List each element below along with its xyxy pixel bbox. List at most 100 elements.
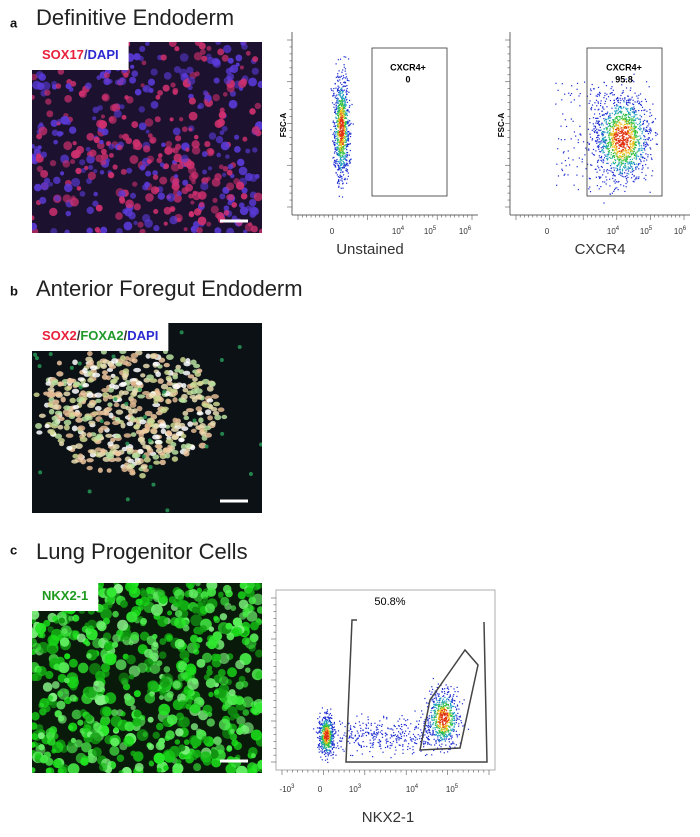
event-dot [618, 132, 619, 133]
event-dot [627, 145, 628, 146]
event-dot [635, 167, 636, 168]
cell [123, 736, 134, 747]
event-dot [630, 140, 631, 141]
event-dot [324, 722, 325, 723]
event-dot [610, 88, 611, 89]
event-dot [338, 186, 339, 187]
cell [60, 171, 64, 175]
event-dot [330, 740, 331, 741]
event-dot [338, 117, 339, 118]
event-dot [613, 174, 614, 175]
cell [113, 397, 117, 401]
event-dot [336, 100, 337, 101]
event-dot [323, 726, 324, 727]
event-dot [593, 126, 594, 127]
event-dot [632, 109, 633, 110]
cell [92, 638, 102, 648]
cell [101, 115, 105, 119]
event-dot [625, 183, 626, 184]
event-dot [325, 718, 326, 719]
event-dot [337, 153, 338, 154]
cell [108, 143, 114, 149]
event-dot [615, 121, 616, 122]
event-dot [649, 147, 650, 148]
cell [207, 640, 217, 650]
event-dot [562, 83, 563, 84]
event-dot [327, 717, 328, 718]
event-dot [628, 173, 629, 174]
event-dot [335, 128, 336, 129]
event-dot [605, 113, 606, 114]
cell [174, 368, 180, 372]
cell [173, 178, 180, 185]
cell [140, 373, 145, 377]
event-dot [338, 127, 339, 128]
event-dot [629, 137, 630, 138]
event-dot [638, 128, 639, 129]
cell [121, 169, 127, 175]
cell [229, 100, 238, 109]
cell [230, 715, 235, 720]
event-dot [633, 139, 634, 140]
event-dot [334, 138, 335, 139]
cell [134, 690, 141, 697]
cell [79, 385, 83, 389]
event-dot [571, 93, 572, 94]
event-dot [348, 137, 349, 138]
event-dot [328, 730, 329, 731]
event-dot [625, 124, 626, 125]
event-dot [631, 122, 632, 123]
event-dot [641, 101, 642, 102]
cell [211, 394, 219, 399]
cell [166, 354, 174, 360]
event-dot [629, 163, 630, 164]
event-dot [340, 115, 341, 116]
event-dot [621, 129, 622, 130]
cell [160, 54, 166, 60]
event-dot [333, 735, 334, 736]
event-dot [318, 731, 319, 732]
cell [29, 215, 34, 220]
event-dot [608, 135, 609, 136]
event-dot [618, 109, 619, 110]
event-dot [611, 163, 612, 164]
cell [140, 165, 146, 171]
cell [119, 390, 124, 396]
event-dot [629, 157, 630, 158]
event-dot [633, 149, 634, 150]
event-dot [627, 181, 628, 182]
cell [130, 416, 135, 422]
cell [53, 663, 60, 670]
cell [95, 227, 100, 232]
cell [171, 389, 178, 393]
event-dot [341, 128, 342, 129]
event-dot [609, 140, 610, 141]
event-dot [643, 128, 644, 129]
cell [108, 172, 114, 178]
event-dot [616, 110, 617, 111]
cell [173, 90, 178, 95]
event-dot [619, 136, 620, 137]
cell [131, 70, 138, 77]
event-dot [624, 154, 625, 155]
event-dot [337, 80, 338, 81]
event-dot [641, 172, 642, 173]
cell [207, 588, 216, 597]
cell [41, 151, 47, 157]
event-dot [598, 146, 599, 147]
event-dot [342, 171, 343, 172]
cell [227, 201, 232, 206]
event-dot [596, 118, 597, 119]
event-dot [332, 741, 333, 742]
event-dot [322, 720, 323, 721]
cell [193, 642, 200, 649]
tick-exponent: 5 [433, 226, 437, 232]
cell [38, 732, 45, 739]
event-dot [344, 99, 345, 100]
cell [30, 767, 36, 773]
cell [144, 219, 153, 228]
event-dot [338, 180, 339, 181]
cell [178, 700, 187, 709]
event-dot [614, 150, 615, 151]
